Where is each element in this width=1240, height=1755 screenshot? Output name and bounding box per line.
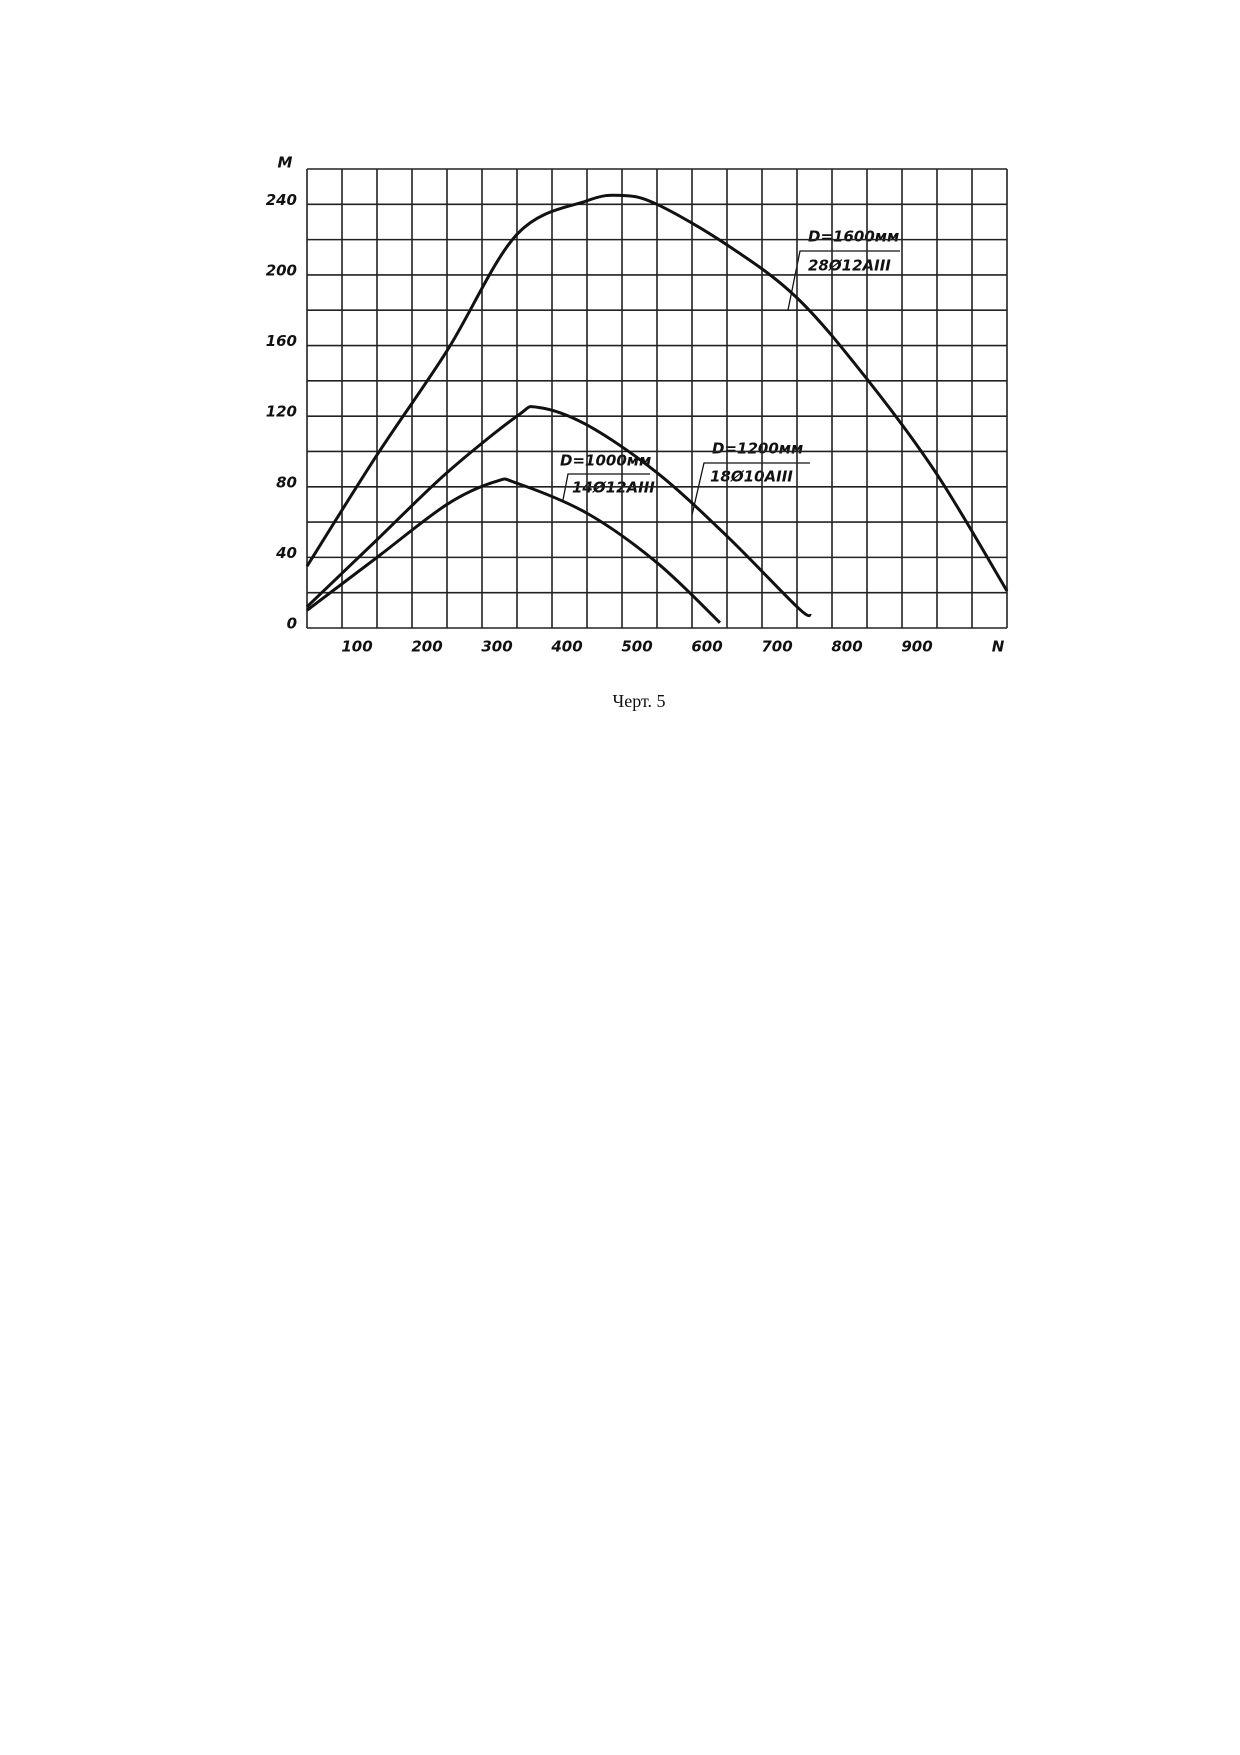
y-tick-label: 40 <box>275 544 297 562</box>
series-name: D=1600мм <box>808 228 899 246</box>
x-tick-label: 900 <box>901 638 932 656</box>
series-reinforcement: 18Ø10AIII <box>710 468 793 486</box>
x-tick-label: 700 <box>761 638 792 656</box>
y-axis-label: M <box>278 154 293 172</box>
x-tick-label: 200 <box>411 638 442 656</box>
y-tick-label: 0 <box>287 615 297 633</box>
caption: Черт. 5 <box>613 691 666 711</box>
y-tick-label: 120 <box>266 403 297 421</box>
series-name: D=1200мм <box>712 440 803 458</box>
series-name: D=1000мм <box>560 452 651 470</box>
x-tick-label: 800 <box>831 638 862 656</box>
y-tick-label: 80 <box>276 473 297 491</box>
leader-1200 <box>691 462 810 516</box>
y-tick-label: 160 <box>266 332 297 350</box>
y-tick-label: 200 <box>266 261 297 279</box>
x-tick-label: 300 <box>481 638 512 656</box>
x-axis-label: N <box>992 638 1005 656</box>
x-tick-label: 100 <box>341 638 372 656</box>
y-tick-label: 240 <box>266 191 297 209</box>
curve <box>306 477 722 624</box>
x-tick-label: 400 <box>550 638 582 656</box>
curve <box>305 405 812 618</box>
curve <box>305 193 1009 592</box>
series-reinforcement: 28Ø12AIII <box>808 257 891 275</box>
x-tick-label: 500 <box>621 638 652 656</box>
x-tick-label: 600 <box>691 638 722 656</box>
